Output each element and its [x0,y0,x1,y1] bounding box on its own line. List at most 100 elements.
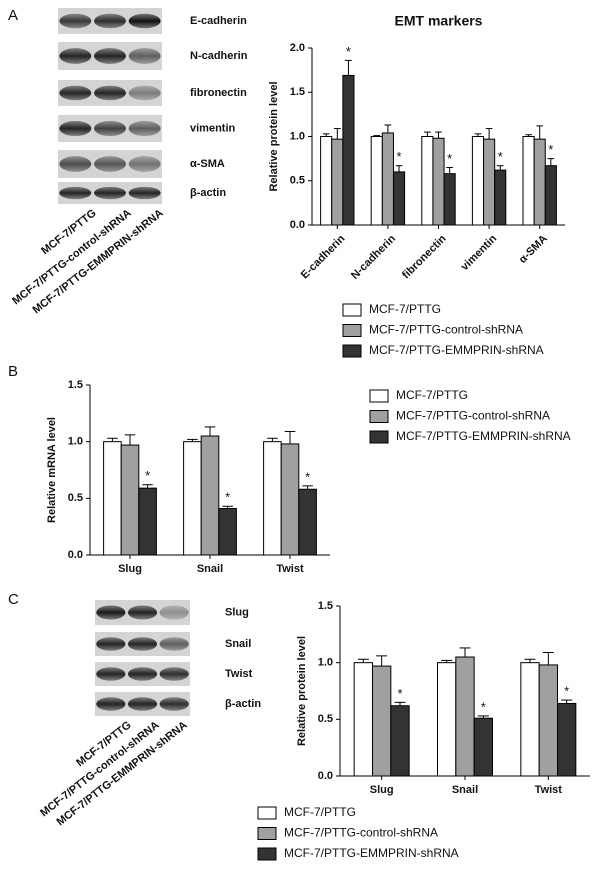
x-tick-label: Twist [276,563,304,575]
legend-swatch [342,324,362,337]
panel-label: C [8,591,19,608]
legend-label: MCF-7/PTTG [369,302,441,316]
x-tick-label: E-cadherin [299,233,348,282]
blot-band [94,48,126,64]
blot-label: N-cadherin [190,50,248,62]
bar [342,74,355,226]
y-axis-label: Relative protein level [296,636,308,746]
legend-swatch [342,303,362,317]
blot-band [128,85,161,101]
x-tick-label: N-cadherin [349,233,398,282]
significance-mark: * [346,44,351,59]
legend-swatch [342,344,362,358]
bar [544,165,557,226]
blot-label: Twist [225,668,253,680]
legend-label: MCF-7/PTTG-EMMPRIN-shRNA [284,846,459,860]
bar [138,487,157,556]
bar [533,138,546,226]
legend-swatch [369,430,389,444]
y-tick-label: 0.0 [318,770,333,782]
significance-mark: * [498,149,503,164]
blot-label: β-actin [225,698,261,710]
y-tick-label: 1.0 [290,130,305,142]
blot-band [128,13,161,29]
y-tick-label: 1.0 [68,436,83,448]
bar [443,173,456,226]
bar [471,136,485,226]
blot-band [59,48,92,64]
blot-band [127,697,158,711]
y-tick-label: 0.5 [318,713,333,725]
blot-band [127,667,158,681]
x-tick-label: Slug [370,784,394,796]
blot-band [127,637,158,651]
significance-mark: * [548,142,553,157]
bar [520,662,540,777]
bar [353,662,373,777]
blot-band [128,186,161,200]
bar [370,136,383,226]
bar [473,717,493,777]
blot-band [59,156,92,172]
bar [120,444,140,556]
y-tick-label: 0.5 [68,492,83,504]
blot-band [96,637,126,651]
blot-label: β-actin [190,187,226,199]
significance-mark: * [305,469,310,484]
bar [483,138,496,226]
y-axis-label: Relative mRNA level [46,417,58,523]
x-tick-label: Snail [197,563,223,575]
blot-label: E-cadherin [190,15,247,27]
lane-label: MCF-7/PTTG-EMMPRIN-shRNA [31,207,166,316]
significance-mark: * [397,686,402,701]
blot-band [127,605,158,620]
x-tick-label: α-SMA [517,233,550,266]
blot-label: Snail [225,638,251,650]
bar [320,136,333,226]
bar [522,136,535,226]
blot-band [59,120,92,137]
significance-mark: * [225,490,230,505]
blot-label: vimentin [190,122,236,134]
significance-mark: * [397,149,402,164]
bar [298,488,317,556]
y-tick-label: 0.0 [68,549,83,561]
significance-mark: * [145,468,150,483]
y-tick-label: 2.0 [290,42,305,54]
significance-mark: * [447,151,452,166]
blot-band [159,605,189,620]
bar [103,441,122,556]
bar [392,171,406,226]
y-tick-label: 1.5 [290,86,305,98]
legend-label: MCF-7/PTTG-EMMPRIN-shRNA [396,429,571,443]
panel-label: A [8,7,18,24]
y-tick-label: 0.5 [290,175,305,187]
bar [200,435,220,556]
legend-swatch [369,389,389,403]
legend-swatch [257,827,277,840]
significance-mark: * [564,684,569,699]
blot-band [94,13,126,29]
blot-label: α-SMA [190,158,225,170]
bar [263,441,282,556]
bar [432,137,445,226]
legend-label: MCF-7/PTTG-control-shRNA [369,323,523,337]
bar [390,705,410,777]
lane-label: MCF-7/PTTG-control-shRNA [38,719,161,819]
blot-band [59,13,92,29]
bar [381,132,394,226]
x-tick-label: fibronectin [400,233,449,282]
blot-band [94,156,126,172]
significance-mark: * [481,699,486,714]
legend-label: MCF-7/PTTG-control-shRNA [396,409,550,423]
y-axis-label: Relative protein level [268,81,280,191]
x-tick-label: vimentin [459,232,500,273]
legend-swatch [257,847,277,861]
legend-swatch [257,806,277,820]
blot-band [94,120,126,137]
legend-label: MCF-7/PTTG-control-shRNA [284,826,438,840]
bar [557,702,577,777]
legend-label: MCF-7/PTTG [284,805,356,819]
y-tick-label: 0.0 [290,219,305,231]
